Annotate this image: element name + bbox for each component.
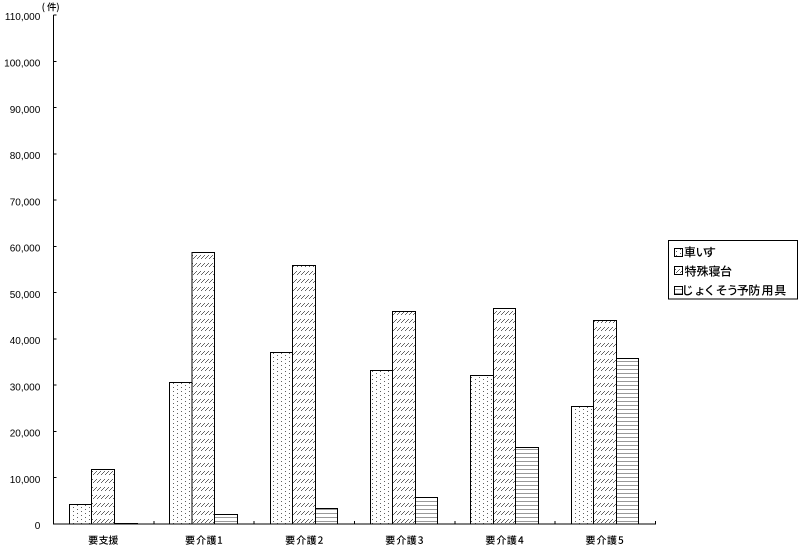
svg-text:30,000: 30,000: [10, 382, 41, 393]
svg-text:110,000: 110,000: [5, 12, 41, 23]
svg-text:70,000: 70,000: [10, 197, 41, 208]
svg-text:80,000: 80,000: [10, 151, 41, 162]
svg-text:50,000: 50,000: [10, 290, 41, 301]
svg-text:90,000: 90,000: [10, 105, 41, 116]
svg-text:60,000: 60,000: [10, 244, 41, 255]
svg-text:0: 0: [35, 521, 41, 532]
svg-text:100,000: 100,000: [4, 58, 41, 69]
svg-text:10,000: 10,000: [10, 475, 41, 486]
svg-text:40,000: 40,000: [10, 336, 41, 347]
svg-text:20,000: 20,000: [10, 429, 41, 440]
